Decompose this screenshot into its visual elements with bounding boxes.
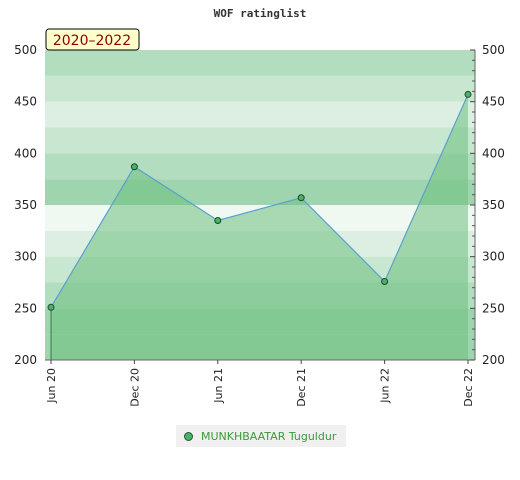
data-point xyxy=(130,163,138,171)
background-band xyxy=(45,127,475,154)
x-tick-label: Dec 22 xyxy=(462,368,475,407)
x-tick-label: Dec 20 xyxy=(128,368,141,407)
y2-tick-label: 450 xyxy=(482,95,505,109)
y2-tick-label: 200 xyxy=(482,353,505,367)
y-tick-label: 200 xyxy=(14,353,37,367)
background-band xyxy=(45,153,475,180)
y-tick-label: 300 xyxy=(14,250,37,264)
axes: 200 250 300 350 400 450 500 200 250 300 350 400 450 5… xyxy=(14,43,505,407)
x-tick-label: Dec 21 xyxy=(295,368,308,407)
y2-tick-label: 250 xyxy=(482,301,505,315)
legend: MUNKHBAATAR Tuguldur xyxy=(176,425,347,447)
y2-tick-label: 500 xyxy=(482,43,505,57)
legend-series-name: MUNKHBAATAR Tuguldur xyxy=(201,429,337,443)
rating-area xyxy=(50,94,469,360)
y-tick-label: 500 xyxy=(14,43,37,57)
data-point xyxy=(297,194,305,202)
series-line xyxy=(50,94,469,308)
y2-tick-label: 350 xyxy=(482,198,505,212)
background-band xyxy=(45,75,475,102)
x-tick-label: Jun 21 xyxy=(212,368,225,404)
y-tick-label: 350 xyxy=(14,198,37,212)
y-tick-label: 250 xyxy=(14,301,37,315)
background-band xyxy=(45,50,475,76)
y2-tick-label: 400 xyxy=(482,146,505,160)
series-area xyxy=(51,94,468,360)
data-point xyxy=(464,90,472,98)
x-tick-label: Jun 22 xyxy=(379,368,392,404)
y2-tick-label: 300 xyxy=(482,250,505,264)
legend-marker-icon xyxy=(184,431,193,441)
chart-title: WOF ratinglist xyxy=(214,7,307,20)
period-badge: 2020–2022 xyxy=(45,28,140,51)
badge-text: 2020–2022 xyxy=(53,33,131,49)
y-tick-label: 450 xyxy=(14,95,37,109)
badge-box xyxy=(45,28,140,51)
x-tick-label: Jun 20 xyxy=(45,368,58,404)
y-tick-label: 400 xyxy=(14,146,37,160)
data-point xyxy=(381,277,389,285)
data-point xyxy=(214,217,222,224)
data-points xyxy=(47,90,472,311)
background-band xyxy=(45,101,475,128)
background-band xyxy=(45,179,475,205)
data-point xyxy=(47,303,55,311)
